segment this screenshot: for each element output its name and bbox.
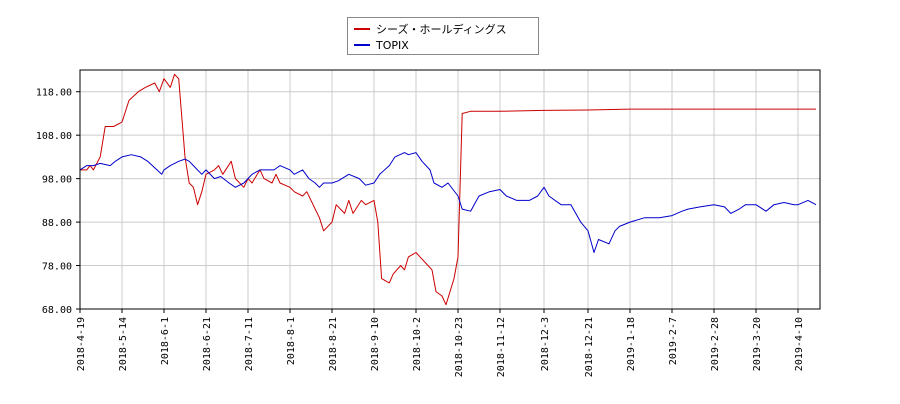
legend-item-1: TOPIX (354, 37, 409, 53)
x-tick-label: 2018-8-21 (328, 317, 339, 371)
series-line-1 (79, 152, 817, 253)
legend-swatch-0 (354, 28, 370, 30)
legend-item-0: シーズ・ホールディングス (354, 21, 507, 37)
x-tick-label: 2018-12-21 (584, 317, 595, 377)
series-line-0 (80, 73, 816, 306)
x-tick-label: 2018-12-3 (540, 317, 551, 371)
x-tick-label: 2018-6-1 (160, 317, 171, 365)
x-tick-label: 2019-1-18 (626, 317, 637, 371)
y-tick-label: 68.00 (42, 305, 72, 316)
x-tick-label: 2019-3-20 (752, 317, 763, 371)
chart-legend: シーズ・ホールディングス TOPIX (347, 17, 539, 55)
y-tick-label: 108.00 (36, 131, 72, 142)
legend-label-0: シーズ・ホールディングス (376, 23, 507, 36)
x-tick-label: 2018-8-1 (286, 317, 297, 365)
plot-area (79, 69, 821, 310)
legend-label-1: TOPIX (376, 38, 409, 52)
x-tick-label: 2019-4-10 (794, 317, 805, 371)
x-tick-label: 2018-10-2 (412, 317, 423, 371)
x-tick-label: 2019-2-28 (710, 317, 721, 371)
legend-swatch-1 (354, 44, 370, 46)
x-tick-label: 2018-5-14 (118, 317, 129, 371)
x-tick-label: 2018-6-21 (202, 317, 213, 371)
x-tick-label: 2018-4-19 (76, 317, 87, 371)
y-tick-label: 118.00 (36, 88, 72, 99)
y-tick-label: 98.00 (42, 175, 72, 186)
plot-border (79, 69, 821, 310)
x-tick-label: 2018-10-23 (454, 317, 465, 377)
x-tick-label: 2018-11-12 (496, 317, 507, 377)
y-tick-label: 88.00 (42, 218, 72, 229)
x-tick-label: 2018-9-10 (370, 317, 381, 371)
y-tick-label: 78.00 (42, 262, 72, 273)
x-tick-label: 2019-2-7 (668, 317, 679, 365)
x-tick-label: 2018-7-11 (244, 317, 255, 371)
